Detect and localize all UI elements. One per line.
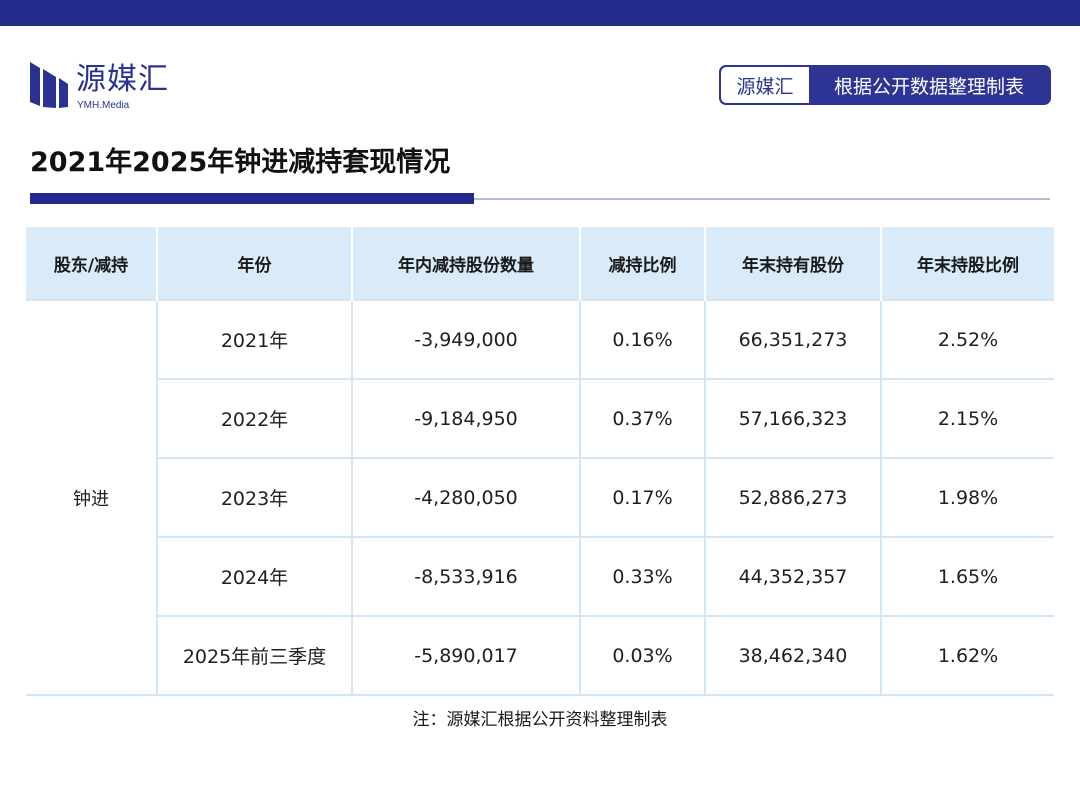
badge-description: 根据公开数据整理制表 <box>833 75 1024 98</box>
table-row: 2025年前三季度 -5,890,017 0.03% 38,462,340 1.… <box>26 616 1054 696</box>
year-end-ratio-cell: 1.65% <box>880 537 1054 617</box>
year-cell: 2025年前三季度 <box>156 616 352 696</box>
header-reduction-ratio: 减持比例 <box>579 227 705 300</box>
reduced-shares-cell: -5,890,017 <box>351 616 580 696</box>
year-cell: 2021年 <box>156 299 352 380</box>
ymh-logo-mark-icon <box>30 62 68 108</box>
logo-subtitle: YMH.Media <box>77 100 130 111</box>
reduction-ratio-cell: 0.16% <box>579 299 705 380</box>
title-underline-bar <box>30 193 474 204</box>
logo-text: 源媒汇 <box>76 62 169 97</box>
year-end-shares-cell: 44,352,357 <box>704 537 881 617</box>
reduced-shares-cell: -9,184,950 <box>351 379 580 459</box>
year-end-shares-cell: 57,166,323 <box>704 379 881 459</box>
reduction-ratio-cell: 0.37% <box>579 379 705 459</box>
header-year-end-ratio: 年末持股比例 <box>880 227 1054 300</box>
year-end-ratio-cell: 1.62% <box>880 616 1054 696</box>
title-underline-line <box>474 198 1050 200</box>
reduced-shares-cell: -8,533,916 <box>351 537 580 617</box>
table-row: 钟进 2021年 -3,949,000 0.16% 66,351,273 2.5… <box>26 299 1054 696</box>
header-reduced-shares: 年内减持股份数量 <box>351 227 580 300</box>
logo: 源媒汇 YMH.Media <box>30 60 190 114</box>
year-end-shares-cell: 52,886,273 <box>704 458 881 538</box>
reduction-table: 股东/减持 年份 年内减持股份数量 减持比例 年末持有股份 年末持股比例 钟进 … <box>26 227 1054 696</box>
header-year: 年份 <box>156 227 352 300</box>
table-row: 2023年 -4,280,050 0.17% 52,886,273 1.98% <box>26 458 1054 538</box>
year-end-ratio-cell: 2.52% <box>880 299 1054 380</box>
table-row: 2024年 -8,533,916 0.33% 44,352,357 1.65% <box>26 537 1054 617</box>
reduction-ratio-cell: 0.33% <box>579 537 705 617</box>
page-title: 2021年2025年钟进减持套现情况 <box>30 147 451 178</box>
year-end-shares-cell: 38,462,340 <box>704 616 881 696</box>
source-badge: 源媒汇 根据公开数据整理制表 <box>719 65 1051 105</box>
reduction-ratio-cell: 0.03% <box>579 616 705 696</box>
table-header-row: 股东/减持 年份 年内减持股份数量 减持比例 年末持有股份 年末持股比例 <box>26 227 1054 300</box>
year-cell: 2022年 <box>156 379 352 459</box>
year-end-ratio-cell: 2.15% <box>880 379 1054 459</box>
reduced-shares-cell: -3,949,000 <box>351 299 580 380</box>
year-cell: 2023年 <box>156 458 352 538</box>
top-accent-bar <box>0 0 1080 26</box>
badge-brand: 源媒汇 <box>721 67 809 103</box>
holder-cell: 钟进 <box>26 299 157 696</box>
reduction-ratio-cell: 0.17% <box>579 458 705 538</box>
year-cell: 2024年 <box>156 537 352 617</box>
header-year-end-shares: 年末持有股份 <box>704 227 881 300</box>
header-holder: 股东/减持 <box>26 227 157 300</box>
table-row: 2022年 -9,184,950 0.37% 57,166,323 2.15% <box>26 379 1054 459</box>
year-end-shares-cell: 66,351,273 <box>704 299 881 380</box>
year-end-ratio-cell: 1.98% <box>880 458 1054 538</box>
source-note: 注：源媒汇根据公开资料整理制表 <box>412 710 668 730</box>
reduced-shares-cell: -4,280,050 <box>351 458 580 538</box>
